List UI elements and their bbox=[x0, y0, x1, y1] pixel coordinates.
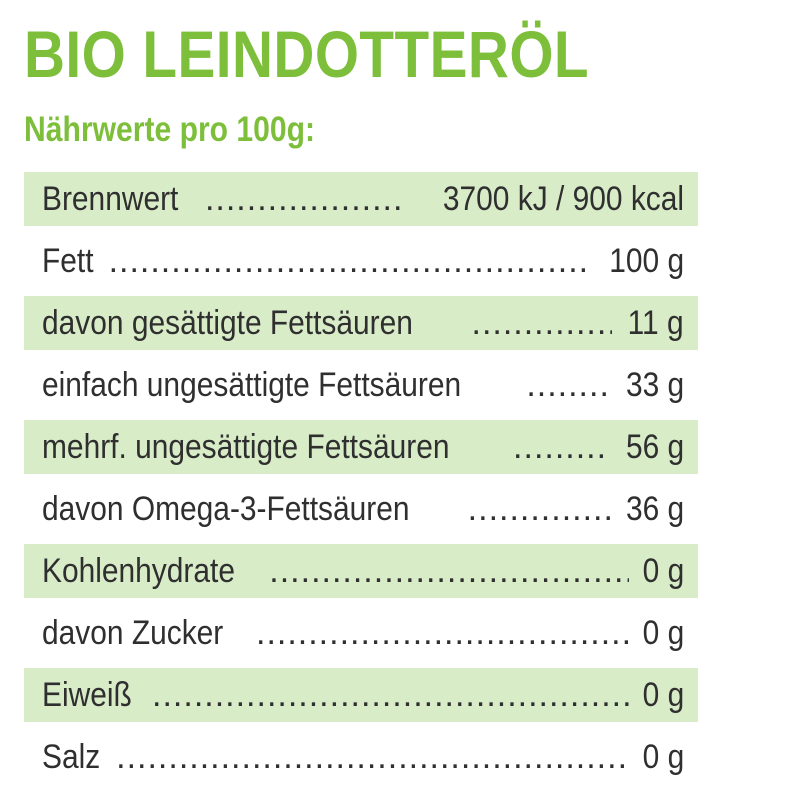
nutrition-row-saturated: davon gesättigte Fettsäuren 11 g bbox=[24, 296, 698, 350]
nutrition-row-kohlenhydrate: Kohlenhydrate 0 g bbox=[24, 544, 698, 598]
row-value: 0 g bbox=[642, 613, 684, 652]
nutrition-row-zucker: davon Zucker 0 g bbox=[24, 606, 698, 660]
row-value: 56 g bbox=[625, 427, 684, 466]
row-value: 33 g bbox=[625, 365, 684, 404]
dot-leader bbox=[152, 676, 629, 715]
dot-leader bbox=[269, 552, 628, 591]
dot-leader bbox=[472, 304, 613, 343]
dot-leader bbox=[116, 738, 629, 777]
row-label: davon Omega-3-Fettsäuren bbox=[42, 489, 410, 528]
nutrition-row-eiweiss: Eiweiß 0 g bbox=[24, 668, 698, 722]
row-label: Eiweiß bbox=[42, 675, 132, 714]
nutrition-row-fett: Fett 100 g bbox=[24, 234, 698, 288]
dot-leader bbox=[468, 490, 610, 529]
row-label: einfach ungesättigte Fettsäuren bbox=[42, 365, 462, 404]
row-label: Salz bbox=[42, 737, 101, 776]
row-label: mehrf. ungesättigte Fettsäuren bbox=[42, 427, 450, 466]
dot-leader bbox=[205, 180, 402, 219]
row-value: 0 g bbox=[642, 675, 684, 714]
dot-leader bbox=[513, 428, 610, 467]
dot-leader bbox=[526, 366, 609, 405]
row-value: 11 g bbox=[627, 303, 684, 342]
row-value: 36 g bbox=[625, 489, 684, 528]
row-label: Brennwert bbox=[42, 179, 179, 218]
nutrition-row-omega3: davon Omega-3-Fettsäuren 36 g bbox=[24, 482, 698, 536]
row-label: davon Zucker bbox=[42, 613, 224, 652]
row-value: 0 g bbox=[642, 737, 684, 776]
nutrition-table: Brennwert 3700 kJ / 900 kcal Fett 100 g … bbox=[24, 172, 698, 792]
row-label: Fett bbox=[42, 241, 94, 280]
row-label: davon gesättigte Fettsäuren bbox=[42, 303, 413, 342]
nutrition-row-brennwert: Brennwert 3700 kJ / 900 kcal bbox=[24, 172, 698, 226]
nutrition-subtitle: Nährwerte pro 100g: bbox=[24, 110, 316, 149]
nutrition-row-salz: Salz 0 g bbox=[24, 730, 698, 784]
row-value: 100 g bbox=[609, 241, 684, 280]
row-value: 0 g bbox=[642, 551, 684, 590]
row-value: 3700 kJ / 900 kcal bbox=[442, 179, 684, 218]
row-label: Kohlenhydrate bbox=[42, 551, 235, 590]
nutrition-row-monounsaturated: einfach ungesättigte Fettsäuren 33 g bbox=[24, 358, 698, 412]
nutrition-row-polyunsaturated: mehrf. ungesättigte Fettsäuren 56 g bbox=[24, 420, 698, 474]
dot-leader bbox=[109, 242, 591, 281]
product-title: BIO LEINDOTTERÖL bbox=[24, 17, 590, 91]
dot-leader bbox=[256, 614, 629, 653]
